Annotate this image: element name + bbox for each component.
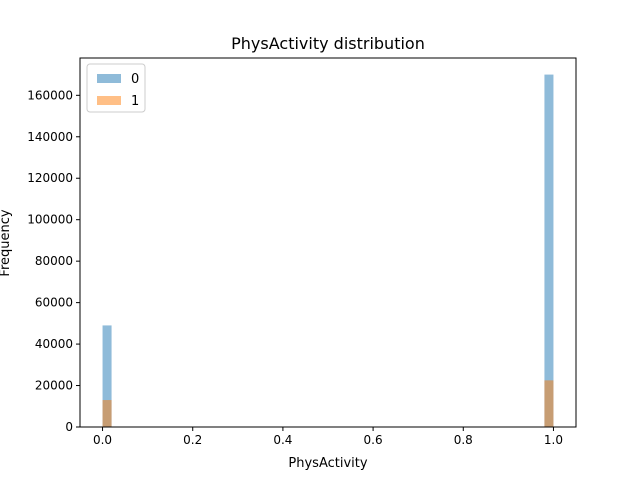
y-tick-label: 120000	[27, 171, 73, 185]
x-tick-label: 0.6	[364, 433, 383, 447]
x-tick-label: 0.8	[454, 433, 473, 447]
x-axis-label: PhysActivity	[288, 456, 367, 471]
y-tick-label: 160000	[27, 88, 73, 102]
histogram-bars	[102, 74, 554, 428]
x-tick-label: 0.2	[183, 433, 202, 447]
y-tick-label: 60000	[35, 296, 73, 310]
y-tick-label: 20000	[35, 379, 73, 393]
bar-series-0-bin-0	[102, 325, 112, 427]
bar-series-0-bin-1	[544, 74, 554, 428]
legend-label-1: 1	[131, 94, 139, 109]
bar-series-1-bin-0	[102, 400, 112, 427]
plot-area-frame	[79, 57, 577, 428]
y-tick-label: 80000	[35, 254, 73, 268]
y-axis: 0 20000 40000 60000 80000 100000 120000 140000 1…	[27, 88, 80, 434]
bar-series-1-bin-1	[544, 380, 554, 427]
y-axis-label: Frequency	[0, 209, 13, 276]
chart-title: PhysActivity distribution	[231, 34, 425, 53]
legend-swatch-0	[97, 74, 121, 83]
y-tick-label: 140000	[27, 130, 73, 144]
x-tick-label: 1.0	[544, 433, 563, 447]
x-tick-label: 0.0	[93, 433, 112, 447]
legend: 01	[86, 63, 146, 113]
y-tick-label: 0	[65, 420, 73, 434]
x-axis: 0.0 0.2 0.4 0.6 0.8 1.0	[93, 427, 563, 447]
y-tick-label: 100000	[27, 213, 73, 227]
x-tick-label: 0.4	[273, 433, 292, 447]
legend-swatch-1	[97, 96, 121, 105]
legend-label-0: 0	[131, 72, 139, 87]
y-tick-label: 40000	[35, 337, 73, 351]
